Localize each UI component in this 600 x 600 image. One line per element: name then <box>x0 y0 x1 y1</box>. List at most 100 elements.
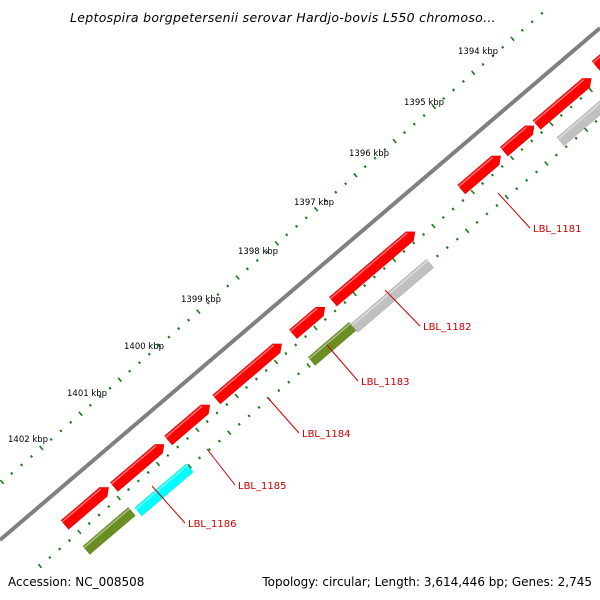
tick-mark <box>461 79 465 84</box>
tick-mark <box>273 359 279 365</box>
tick-mark <box>177 327 181 331</box>
forward-gene <box>456 155 502 195</box>
tick-mark <box>485 212 489 216</box>
tick-mark <box>402 131 407 135</box>
tick-mark <box>422 113 426 118</box>
ruler-label: 1399 kbp <box>181 295 221 305</box>
tick-mark <box>353 172 358 178</box>
tick-mark <box>207 447 211 452</box>
tick-mark <box>166 453 170 458</box>
tick-marks <box>0 11 598 569</box>
tick-mark <box>540 11 544 15</box>
topology-text: Topology: circular; Length: 3,614,446 bp… <box>262 575 592 589</box>
gene-label[interactable]: LBL_1183 <box>361 377 409 388</box>
gene-label[interactable]: LBL_1184 <box>302 429 350 440</box>
tick-mark <box>470 70 476 76</box>
tick-mark <box>78 411 83 417</box>
tick-mark <box>38 445 44 451</box>
tick-mark <box>509 155 515 161</box>
tick-mark <box>583 127 589 133</box>
tick-mark <box>569 105 573 109</box>
tick-mark <box>313 206 319 212</box>
tick-mark <box>277 389 281 393</box>
tick-mark <box>237 422 241 426</box>
tick-mark <box>564 145 568 149</box>
gene-labels[interactable]: LBL_1181 LBL_1182 LBL_1183 LBL_1184 LBL_1185… <box>151 192 581 530</box>
tick-mark <box>464 228 470 234</box>
forward-gene-shine <box>165 405 203 439</box>
tick-mark <box>343 300 347 305</box>
gene-label-leader <box>497 192 531 229</box>
ruler-label: 1402 kbp <box>8 435 48 445</box>
tick-mark <box>594 119 598 123</box>
gene-label[interactable]: LBL_1181 <box>533 224 581 235</box>
tick-mark <box>274 240 280 246</box>
tick-mark <box>333 309 337 313</box>
tick-mark <box>167 335 171 339</box>
ruler-label: 1394 kbp <box>458 47 498 57</box>
tick-mark <box>540 130 544 135</box>
tick-mark <box>0 479 5 485</box>
tick-mark <box>391 257 397 263</box>
map-title: Leptospira borgpetersenii serovar Hardjo… <box>70 10 496 25</box>
tick-mark <box>69 420 73 424</box>
tick-mark <box>216 292 220 297</box>
tick-mark <box>442 96 446 101</box>
tick-mark <box>136 479 140 483</box>
tick-mark <box>126 487 131 492</box>
tick-mark <box>196 309 201 315</box>
tick-mark <box>187 463 192 469</box>
reverse-gene-grey <box>556 100 600 147</box>
tick-mark <box>525 178 529 182</box>
tick-mark <box>515 187 519 191</box>
ruler-label: 1397 kbp <box>294 198 334 208</box>
forward-gene <box>60 486 110 530</box>
tick-mark <box>176 445 180 449</box>
forward-gene <box>288 306 326 340</box>
tick-mark <box>37 563 43 569</box>
tick-mark <box>10 471 14 476</box>
gene-label[interactable]: LBL_1182 <box>423 322 471 333</box>
tick-mark <box>137 361 141 365</box>
tick-mark <box>490 173 494 177</box>
gene-label-leader <box>326 344 359 382</box>
tick-mark <box>435 254 439 258</box>
tick-mark <box>284 351 288 356</box>
tick-mark <box>530 139 534 143</box>
tick-mark <box>334 190 338 194</box>
genome-backbone <box>0 26 600 542</box>
tick-mark <box>470 189 476 195</box>
tick-mark <box>88 403 92 407</box>
tick-mark <box>186 318 191 322</box>
gene-label-leader <box>206 448 236 486</box>
tick-mark <box>97 513 101 517</box>
tick-mark <box>491 54 495 58</box>
tick-mark <box>29 454 33 458</box>
tick-mark <box>146 470 150 475</box>
tick-mark <box>198 456 202 460</box>
forward-gene <box>163 404 211 446</box>
forward-gene <box>109 443 165 493</box>
gene-features <box>60 53 600 555</box>
reverse-gene-olive-shine <box>308 323 351 360</box>
reverse-gene-grey-shine <box>557 102 600 140</box>
tick-mark <box>227 430 232 436</box>
tick-mark <box>510 36 515 42</box>
gene-label-leader <box>267 397 300 434</box>
forward-gene <box>532 78 592 131</box>
gene-label[interactable]: LBL_1186 <box>188 519 236 530</box>
tick-mark <box>344 182 348 186</box>
tick-mark <box>304 216 308 220</box>
gene-label[interactable]: LBL_1185 <box>238 481 286 492</box>
tick-mark <box>324 199 328 203</box>
tick-mark <box>579 96 583 101</box>
tick-mark <box>534 170 539 174</box>
tick-mark <box>363 165 367 169</box>
tick-mark <box>234 393 239 399</box>
tick-mark <box>501 45 505 49</box>
forward-gene-shine <box>110 445 157 485</box>
tick-mark <box>475 220 479 224</box>
tick-mark <box>264 368 268 373</box>
forward-gene-shine <box>592 55 600 64</box>
tick-mark <box>530 20 534 24</box>
